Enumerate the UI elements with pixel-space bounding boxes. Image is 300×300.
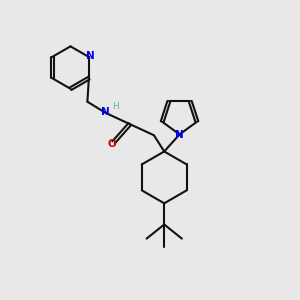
Text: N: N xyxy=(175,130,184,140)
Text: H: H xyxy=(112,102,118,111)
Text: N: N xyxy=(101,107,110,117)
Text: N: N xyxy=(86,51,94,61)
Text: O: O xyxy=(108,139,116,149)
